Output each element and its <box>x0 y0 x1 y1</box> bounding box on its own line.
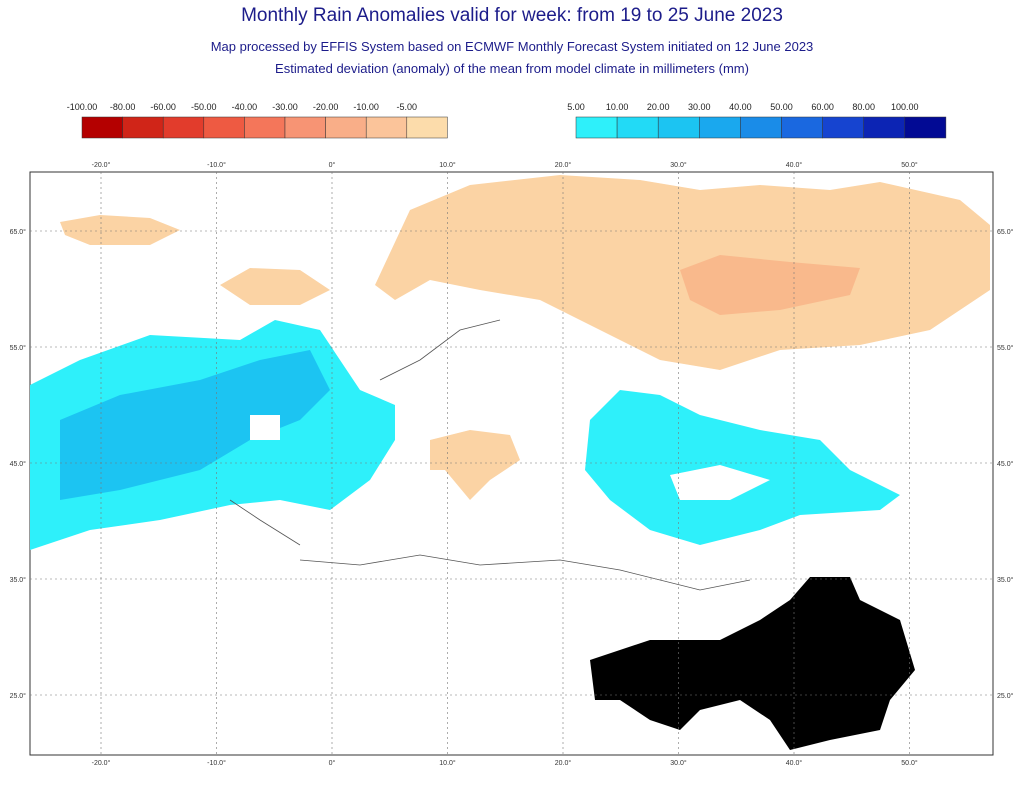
legend-label: -20.00 <box>313 102 339 112</box>
dry-area <box>220 268 330 305</box>
lon-tick-label: 10.0° <box>439 161 456 169</box>
lat-tick-label: 35.0° <box>997 576 1014 584</box>
lat-tick-label: 55.0° <box>10 344 27 352</box>
legend-swatch <box>781 116 823 139</box>
legend-swatch <box>575 116 618 139</box>
legend-swatch <box>81 116 123 139</box>
lon-tick-label: 40.0° <box>786 759 803 767</box>
legend-label: -60.00 <box>150 102 176 112</box>
coastline <box>229 319 751 591</box>
wet-area <box>60 350 330 500</box>
lon-tick-label: -10.0° <box>207 759 226 767</box>
subtitle: Map processed by EFFIS System based on E… <box>211 39 814 54</box>
lon-tick-label: -20.0° <box>92 759 111 767</box>
legend-label: -80.00 <box>110 102 136 112</box>
lon-tick-label: 0° <box>329 161 336 169</box>
legend-label: -100.00 <box>67 102 98 112</box>
lat-tick-label: 25.0° <box>997 692 1014 700</box>
legend-label: 5.00 <box>567 102 585 112</box>
lon-tick-label: 50.0° <box>901 759 918 767</box>
legend-swatch <box>162 116 205 139</box>
legend: -100.00 -80.00 -60.00 -50.00 -40.00 -30.00 -20… <box>67 102 947 139</box>
wet-area <box>585 390 900 545</box>
lon-tick-label: 30.0° <box>670 161 687 169</box>
lon-tick-label: 20.0° <box>555 759 572 767</box>
legend-swatch <box>122 116 164 139</box>
lon-tick-label: 0° <box>329 759 336 767</box>
title: Monthly Rain Anomalies valid for week: f… <box>241 5 783 26</box>
no-data-area <box>590 577 915 750</box>
lon-tick-label: 20.0° <box>555 161 572 169</box>
legend-label: -50.00 <box>191 102 217 112</box>
lat-tick-label: 45.0° <box>10 460 27 468</box>
sea <box>670 465 770 500</box>
legend-swatch <box>699 116 741 139</box>
legend-label: 60.00 <box>811 102 834 112</box>
legend-label: 100.00 <box>891 102 919 112</box>
lon-tick-label: -10.0° <box>207 161 226 169</box>
lon-tick-label: 30.0° <box>670 759 687 767</box>
legend-label: -5.00 <box>397 102 418 112</box>
legend-swatch <box>244 116 286 139</box>
legend-label: 50.00 <box>770 102 793 112</box>
legend-swatch <box>406 116 448 139</box>
legend-swatch <box>284 116 326 139</box>
map <box>29 171 994 756</box>
legend-swatch <box>616 116 659 139</box>
legend-swatch <box>325 116 367 139</box>
legend-label: 10.00 <box>606 102 629 112</box>
lon-tick-label: 50.0° <box>901 161 918 169</box>
graticule: -20.0° -20.0° -10.0° -10.0° 0° 0° 10.0° 10.0° 20… <box>10 161 1014 767</box>
lat-tick-label: 65.0° <box>997 228 1014 236</box>
lon-tick-label: -20.0° <box>92 161 111 169</box>
legend-label: 40.00 <box>729 102 752 112</box>
land-gap <box>250 415 280 440</box>
legend-label: 30.00 <box>688 102 711 112</box>
dry-area <box>60 215 180 245</box>
legend-swatch <box>365 116 408 139</box>
lat-tick-label: 25.0° <box>10 692 27 700</box>
legend-swatch <box>904 116 947 139</box>
lon-tick-label: 10.0° <box>439 759 456 767</box>
legend-label: 80.00 <box>852 102 875 112</box>
lat-tick-label: 35.0° <box>10 576 27 584</box>
legend-swatch <box>657 116 700 139</box>
legend-label: 20.00 <box>647 102 670 112</box>
dry-area <box>680 255 860 315</box>
legend-label: -40.00 <box>232 102 258 112</box>
lat-tick-label: 45.0° <box>997 460 1014 468</box>
subtitle: Estimated deviation (anomaly) of the mea… <box>275 61 749 76</box>
legend-label: -30.00 <box>272 102 298 112</box>
legend-label: -10.00 <box>353 102 379 112</box>
lat-tick-label: 55.0° <box>997 344 1014 352</box>
legend-swatch <box>203 116 245 139</box>
lat-tick-label: 65.0° <box>10 228 27 236</box>
lon-tick-label: 40.0° <box>786 161 803 169</box>
legend-swatch <box>740 116 782 139</box>
legend-swatch <box>822 116 864 139</box>
legend-swatch <box>863 116 906 139</box>
dry-area <box>430 430 520 500</box>
